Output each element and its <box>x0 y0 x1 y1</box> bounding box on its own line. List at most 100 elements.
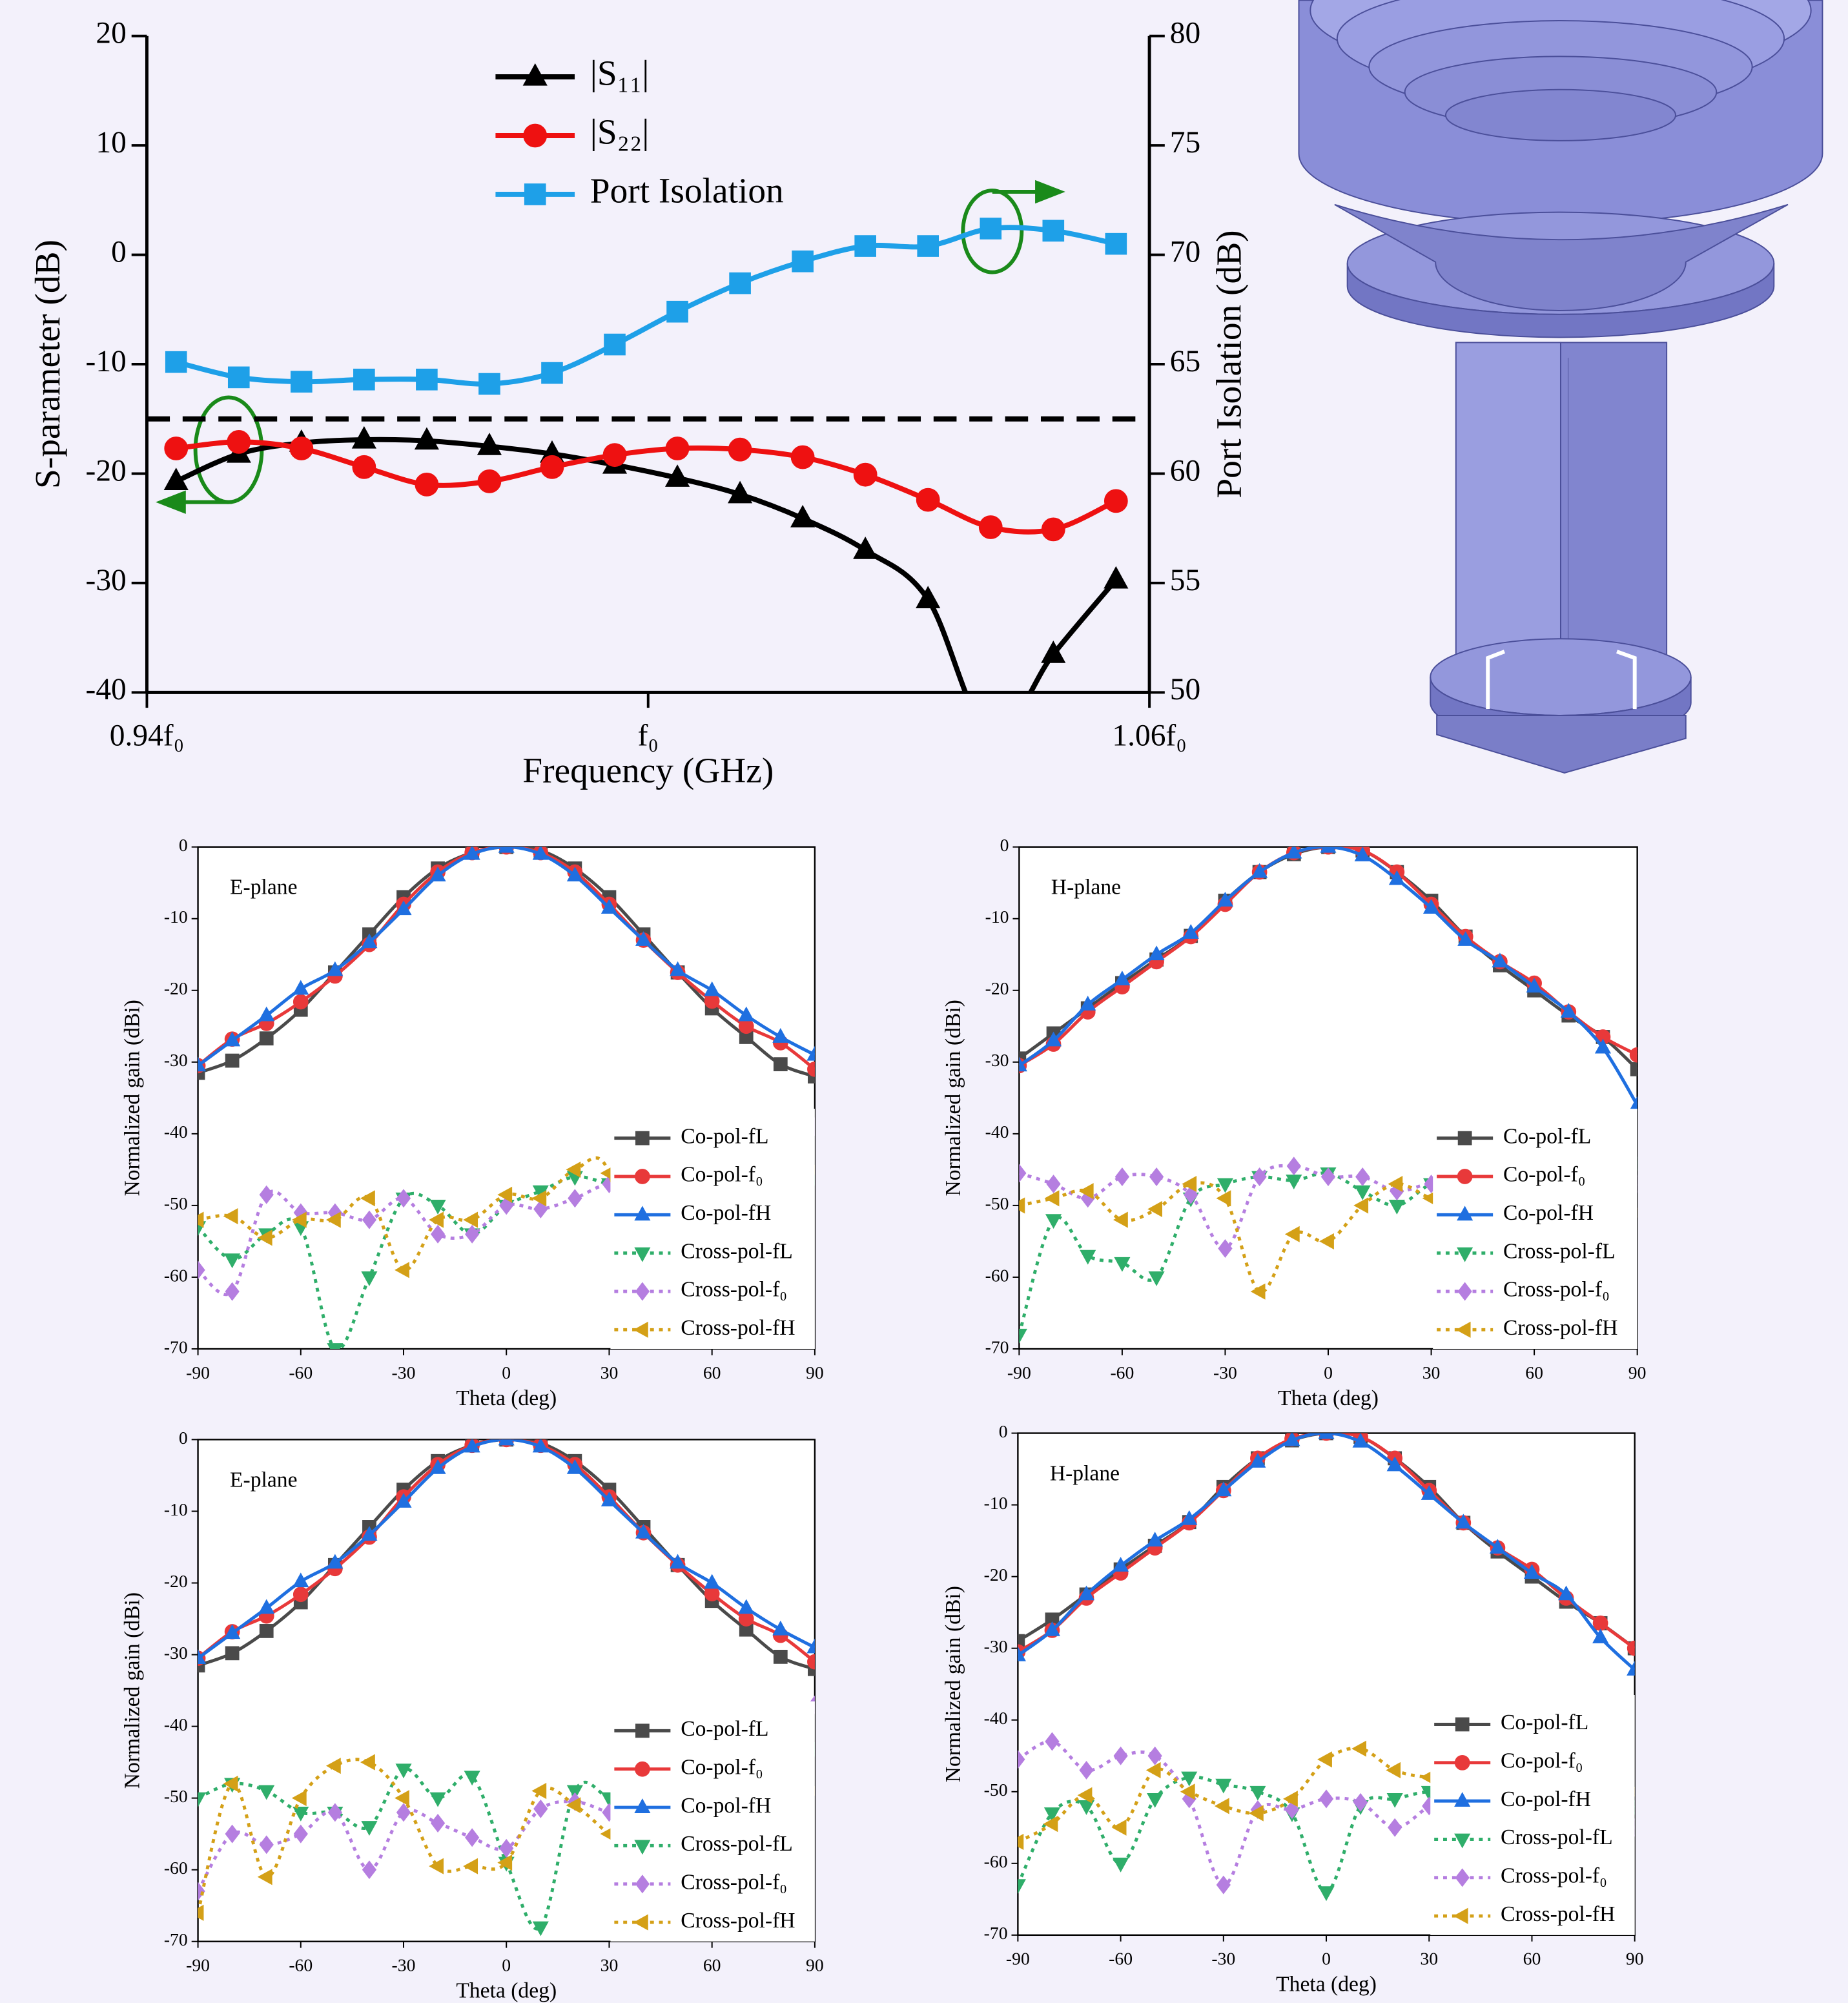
page: {"chart_data": [ {"type": "line", "xlabe… <box>0 0 1848 2003</box>
y-axis-label: S-parameter (dB) <box>28 240 67 489</box>
x-tick-label: 60 <box>1525 1362 1543 1382</box>
y-tick-label: 0 <box>999 1421 1008 1441</box>
y-tick-label: -50 <box>985 1193 1009 1213</box>
legend-label: Cross-pol-fH <box>681 1316 795 1340</box>
marker <box>792 251 813 272</box>
x-tick-label: 60 <box>703 1955 721 1975</box>
figure: -40-30-20-1001020505560657075800.94f₀f₀1… <box>0 0 1848 2003</box>
legend-marker <box>636 1132 649 1145</box>
y-tick-label: -20 <box>86 454 127 488</box>
x-tick-label: 0 <box>1324 1362 1333 1382</box>
y-tick-label: -60 <box>164 1858 188 1878</box>
y-axis-label: Normalized gain (dBi) <box>941 1000 965 1196</box>
marker <box>980 218 1001 239</box>
legend-label: Co-pol-f₀ <box>1501 1749 1583 1773</box>
legend-label: Cross-pol-f₀ <box>681 1870 787 1894</box>
legend-marker <box>525 184 546 205</box>
y-tick-label: -30 <box>86 564 127 597</box>
y-tick-label: -30 <box>985 1050 1009 1070</box>
legend-label: Co-pol-fH <box>681 1794 771 1818</box>
x-tick-label: 1.06f₀ <box>1112 719 1186 752</box>
x-tick-label: 90 <box>806 1362 824 1382</box>
y2-tick-label: 70 <box>1170 235 1200 269</box>
marker <box>1042 518 1065 540</box>
y2-tick-label: 60 <box>1170 454 1200 488</box>
legend-marker <box>636 1724 649 1737</box>
y-tick-label: -40 <box>164 1122 188 1142</box>
x-tick-label: -90 <box>186 1362 210 1382</box>
x-tick-label: 90 <box>1626 1949 1644 1969</box>
marker <box>226 1647 239 1659</box>
legend-label: Cross-pol-fL <box>1501 1825 1613 1849</box>
y-tick-label: -60 <box>164 1265 188 1285</box>
y-axis-label: Normalized gain (dBi) <box>941 1586 965 1782</box>
y-tick-label: -10 <box>984 1493 1008 1513</box>
x-tick-label: 60 <box>1523 1949 1541 1969</box>
chart: -70-60-50-40-30-20-100-90-60-300306090Th… <box>941 835 1646 1410</box>
legend-label: Co-pol-f₀ <box>681 1755 763 1779</box>
legend-label: Cross-pol-fL <box>681 1832 793 1856</box>
y-tick-label: -30 <box>164 1643 188 1663</box>
y-axis-label: Normalized gain (dBi) <box>120 1000 144 1196</box>
panel-title: E-plane <box>230 876 298 899</box>
x-tick-label: -60 <box>289 1955 313 1975</box>
legend-marker <box>524 125 546 147</box>
x-axis-label: Theta (deg) <box>1276 1973 1377 1997</box>
marker <box>604 334 625 355</box>
y2-tick-label: 65 <box>1170 345 1200 378</box>
chart: -70-60-50-40-30-20-100-90-60-300306090Th… <box>120 1428 823 2003</box>
legend-label: Co-pol-fL <box>1503 1124 1591 1148</box>
y-tick-label: -60 <box>984 1851 1008 1871</box>
y-tick-label: -40 <box>984 1708 1008 1728</box>
x-tick-label: 90 <box>1628 1362 1647 1382</box>
y-tick-label: 20 <box>96 17 126 50</box>
legend-label: Co-pol-fH <box>1503 1201 1594 1225</box>
marker <box>479 374 500 395</box>
x-tick-label: 0 <box>1322 1949 1331 1969</box>
y-tick-label: -50 <box>984 1780 1008 1800</box>
marker <box>260 1032 273 1045</box>
marker <box>478 470 501 493</box>
chart: -70-60-50-40-30-20-100-90-60-300306090Th… <box>941 1421 1643 1997</box>
x-axis-label: Theta (deg) <box>1278 1386 1379 1410</box>
y-tick-label: 0 <box>1000 835 1009 855</box>
x-tick-label: -30 <box>392 1362 416 1382</box>
x-tick-label: 60 <box>703 1362 721 1382</box>
x-tick-label: 30 <box>601 1362 619 1382</box>
marker <box>166 352 187 373</box>
y-tick-label: -50 <box>164 1193 188 1213</box>
marker <box>416 369 437 390</box>
panel-title: H-plane <box>1051 876 1121 899</box>
marker <box>165 437 187 460</box>
marker <box>729 438 752 461</box>
marker <box>294 995 308 1009</box>
legend-label: Co-pol-fH <box>681 1201 771 1225</box>
y-tick-label: -70 <box>164 1929 188 1949</box>
x-tick-label: -30 <box>392 1955 416 1975</box>
x-tick-label: -60 <box>1110 1362 1134 1382</box>
marker <box>1594 1616 1608 1630</box>
horn-ring <box>1446 90 1676 141</box>
x-tick-label: 90 <box>806 1955 824 1975</box>
marker <box>1106 234 1127 254</box>
y-tick-label: -10 <box>164 1499 188 1519</box>
marker <box>260 1625 273 1638</box>
marker <box>917 489 939 511</box>
column-face <box>1561 342 1667 677</box>
legend-label: Port Isolation <box>590 171 784 211</box>
legend-label: Co-pol-f₀ <box>681 1163 763 1187</box>
x-tick-label: 0 <box>502 1362 511 1382</box>
y-tick-label: 0 <box>111 235 127 269</box>
y2-tick-label: 50 <box>1170 673 1200 706</box>
marker <box>542 363 562 384</box>
x-tick-label: -60 <box>289 1362 313 1382</box>
marker <box>855 236 876 256</box>
x-tick-label: 0 <box>502 1955 511 1975</box>
marker <box>774 1058 787 1071</box>
legend-marker <box>1459 1132 1472 1145</box>
marker <box>792 446 814 469</box>
y-tick-label: -70 <box>164 1337 188 1357</box>
x-tick-label: -90 <box>1007 1362 1031 1382</box>
legend-label: Co-pol-fL <box>681 1717 768 1741</box>
